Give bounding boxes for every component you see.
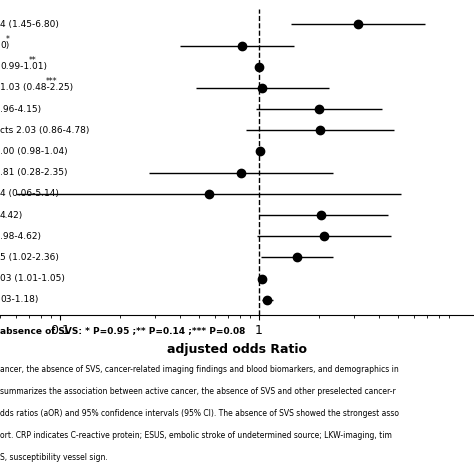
Text: .81 (0.28-2.35): .81 (0.28-2.35) [0, 168, 67, 177]
Text: ort. CRP indicates C-reactive protein; ESUS, embolic stroke of undetermined sour: ort. CRP indicates C-reactive protein; E… [0, 431, 392, 440]
Text: *: * [6, 35, 9, 44]
X-axis label: adjusted odds Ratio: adjusted odds Ratio [167, 343, 307, 356]
Text: summarizes the association between active cancer, the absence of SVS and other p: summarizes the association between activ… [0, 387, 396, 396]
Text: **: ** [28, 56, 36, 65]
Text: 0.99-1.01): 0.99-1.01) [0, 62, 47, 71]
Text: .98-4.62): .98-4.62) [0, 232, 41, 241]
Text: 1.03 (0.48-2.25): 1.03 (0.48-2.25) [0, 83, 73, 92]
Text: .96-4.15): .96-4.15) [0, 105, 41, 114]
Text: 03 (1.01-1.05): 03 (1.01-1.05) [0, 274, 65, 283]
Text: S, susceptibility vessel sign.: S, susceptibility vessel sign. [0, 454, 108, 463]
Text: 5 (1.02-2.36): 5 (1.02-2.36) [0, 253, 59, 262]
Text: 4 (0.06-5.14): 4 (0.06-5.14) [0, 190, 59, 199]
Text: dds ratios (aOR) and 95% confidence intervals (95% CI). The absence of SVS showe: dds ratios (aOR) and 95% confidence inte… [0, 409, 399, 418]
Text: absence of SVS: * P=0.95 ;** P=0.14 ;*** P=0.08: absence of SVS: * P=0.95 ;** P=0.14 ;***… [0, 326, 246, 335]
Text: .00 (0.98-1.04): .00 (0.98-1.04) [0, 147, 68, 156]
Text: 0): 0) [0, 41, 9, 50]
Text: ancer, the absence of SVS, cancer-related imaging findings and blood biomarkers,: ancer, the absence of SVS, cancer-relate… [0, 365, 399, 374]
Text: 03-1.18): 03-1.18) [0, 295, 38, 304]
Text: 4.42): 4.42) [0, 210, 23, 219]
Text: 4 (1.45-6.80): 4 (1.45-6.80) [0, 20, 59, 29]
Text: ***: *** [46, 77, 57, 86]
Text: cts 2.03 (0.86-4.78): cts 2.03 (0.86-4.78) [0, 126, 90, 135]
